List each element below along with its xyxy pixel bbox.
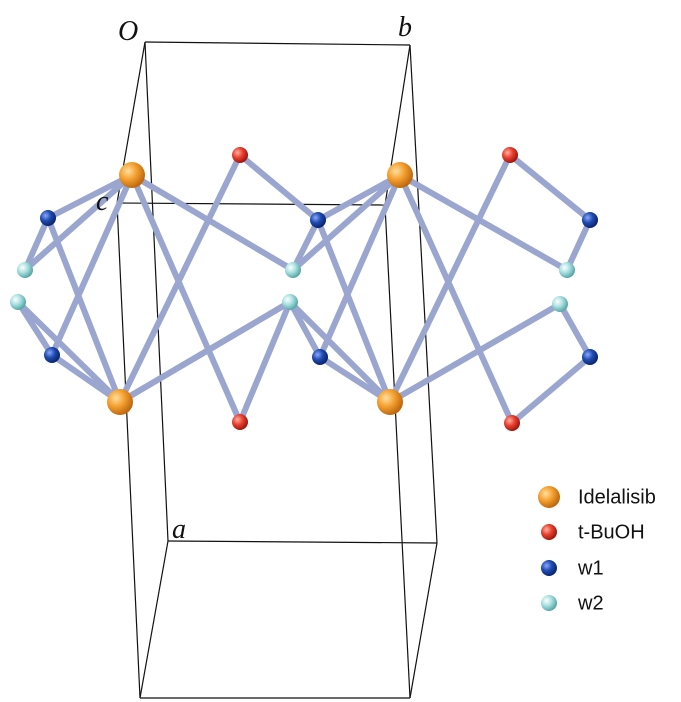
- unit-cell: [117, 42, 437, 698]
- legend-swatch: [538, 486, 560, 508]
- axis-label: a: [172, 514, 186, 545]
- legend: Idelalisib t-BuOH w1 w2: [538, 486, 656, 614]
- legend-label: w1: [577, 557, 604, 579]
- diagram: O b c a Idelalisib t-BuOH w1 w2: [0, 0, 681, 702]
- legend-swatch: [541, 524, 557, 540]
- legend-swatch: [541, 560, 557, 576]
- legend-swatch: [541, 595, 557, 611]
- axis-label: c: [96, 186, 109, 217]
- axis-label: O: [118, 16, 138, 47]
- axis-label: b: [398, 12, 412, 43]
- legend-label: Idelalisib: [578, 486, 656, 508]
- legend-label: t-BuOH: [578, 521, 645, 543]
- legend-label: w2: [577, 592, 604, 614]
